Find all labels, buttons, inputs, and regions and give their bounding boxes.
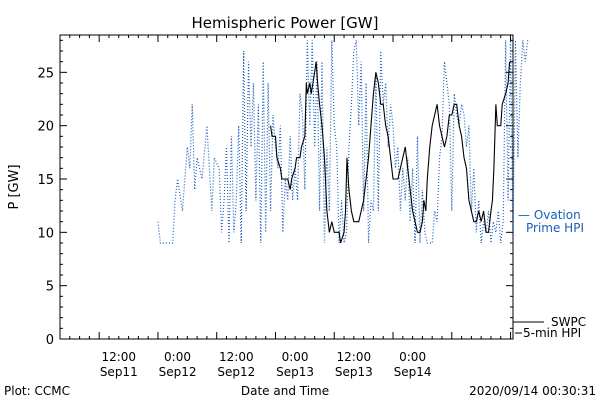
plot-frame xyxy=(59,34,514,340)
footer-timestamp: 2020/09/14 00:30:31 xyxy=(469,384,596,398)
y-tick-label: 15 xyxy=(37,173,54,188)
x-tick-label-time: 12:00 xyxy=(219,350,254,364)
legend-swpc-line1: SWPC xyxy=(551,315,586,329)
footer-plot-credit: Plot: CCMC xyxy=(4,384,70,398)
y-tick-label: 10 xyxy=(37,226,54,241)
y-tick-label: 0 xyxy=(46,333,54,348)
legend-swpc-line2: 5-min HPI xyxy=(523,326,581,340)
legend-ovation-line1: — Ovation xyxy=(518,208,581,222)
y-tick-label: 5 xyxy=(46,280,54,295)
chart-title: Hemispheric Power [GW] xyxy=(192,14,379,32)
x-axis-label: Date and Time xyxy=(241,384,329,398)
x-tick-label-date: Sep12 xyxy=(217,365,255,379)
x-tick-label-time: 0:00 xyxy=(164,350,191,364)
x-tick-label-time: 0:00 xyxy=(282,350,309,364)
x-tick-label-date: Sep12 xyxy=(159,365,197,379)
x-tick-label-date: Sep13 xyxy=(276,365,314,379)
x-axis: 12:00Sep110:00Sep1212:00Sep120:00Sep1312… xyxy=(69,35,512,379)
x-tick-label-time: 12:00 xyxy=(101,350,136,364)
series-swpc-5min-hpi xyxy=(270,61,511,244)
x-tick-label-date: Sep14 xyxy=(394,365,432,379)
legend-ovation-line2: Prime HPI xyxy=(526,221,584,235)
y-tick-label: 25 xyxy=(37,66,54,81)
y-axis-label: P [GW] xyxy=(7,164,22,209)
x-tick-label-date: Sep13 xyxy=(335,365,373,379)
series-layer xyxy=(157,40,529,244)
x-tick-label-time: 12:00 xyxy=(337,350,372,364)
y-axis: 0 5 10 15 20 25 xyxy=(37,39,513,348)
y-tick-label: 20 xyxy=(37,120,54,135)
x-tick-label-time: 0:00 xyxy=(399,350,426,364)
x-tick-label-date: Sep11 xyxy=(100,365,138,379)
